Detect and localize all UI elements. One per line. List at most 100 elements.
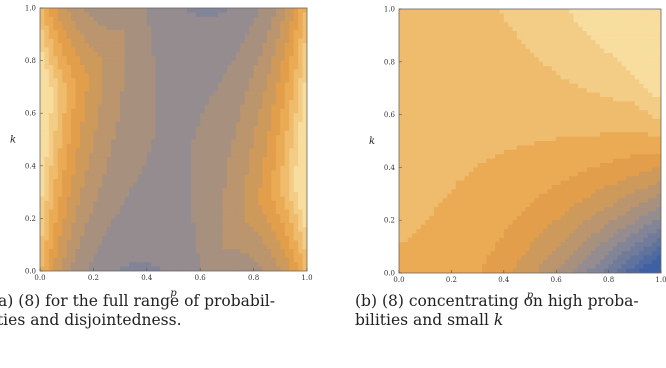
contour-cell	[258, 227, 264, 233]
contour-cell	[473, 264, 479, 270]
contour-cell	[284, 91, 290, 97]
contour-cell	[289, 56, 295, 62]
contour-cell	[200, 100, 206, 106]
contour-cell	[115, 174, 121, 180]
contour-cell	[438, 9, 444, 14]
contour-cell	[142, 214, 148, 219]
contour-cell	[204, 113, 210, 119]
contour-cell	[120, 262, 126, 268]
contour-cell	[235, 214, 241, 219]
contour-cell	[495, 101, 501, 107]
contour-cell	[266, 117, 272, 123]
contour-cell	[468, 35, 474, 41]
contour-cell	[97, 126, 103, 132]
contour-cell	[169, 257, 175, 263]
contour-cell	[169, 231, 175, 237]
contour-cell	[88, 178, 94, 184]
contour-cell	[44, 60, 50, 66]
contour-cell	[120, 126, 126, 132]
contour-cell	[289, 143, 295, 149]
contour-cell	[111, 51, 117, 57]
contour-cell	[266, 21, 272, 27]
contour-cell	[71, 69, 77, 75]
contour-cell	[473, 229, 479, 234]
contour-cell	[48, 157, 54, 163]
contour-cell	[293, 73, 299, 79]
contour-cell	[244, 95, 250, 101]
contour-cell	[164, 21, 170, 27]
contour-cell	[240, 82, 246, 88]
contour-cell	[173, 104, 179, 110]
contour-cell	[48, 21, 54, 27]
contour-cell	[93, 170, 99, 176]
contour-cell	[258, 139, 264, 145]
contour-cell	[477, 242, 483, 248]
contour-cell	[468, 171, 474, 177]
contour-cell	[451, 246, 457, 252]
contour-cell	[298, 174, 304, 180]
contour-cell	[182, 240, 188, 246]
contour-cell	[66, 214, 72, 219]
contour-cell	[106, 12, 112, 18]
contour-cell	[468, 193, 474, 199]
contour-cell	[473, 171, 479, 177]
contour-cell	[460, 198, 466, 204]
contour-cell	[447, 242, 452, 248]
contour-cell	[231, 143, 237, 149]
contour-cell	[57, 209, 63, 215]
contour-cell	[280, 95, 286, 101]
contour-cell	[80, 104, 86, 110]
contour-cell	[142, 43, 148, 49]
contour-cell	[249, 183, 255, 189]
contour-cell	[289, 187, 295, 193]
contour-cell	[209, 78, 215, 84]
contour-cell	[213, 95, 219, 101]
contour-cell	[151, 249, 157, 255]
contour-cell	[416, 127, 422, 133]
contour-cell	[481, 123, 487, 129]
contour-cell	[490, 75, 496, 80]
contour-cell	[447, 61, 452, 67]
contour-cell	[102, 205, 108, 211]
contour-cell	[84, 200, 90, 206]
contour-cell	[302, 222, 307, 228]
contour-cell	[271, 108, 277, 114]
contour-cell	[53, 170, 59, 176]
contour-cell	[75, 16, 81, 22]
contour-cell	[200, 222, 206, 228]
contour-cell	[160, 244, 166, 250]
contour-cell	[146, 143, 152, 149]
contour-cell	[44, 218, 50, 224]
contour-cell	[129, 218, 135, 224]
contour-cell	[191, 43, 197, 49]
contour-cell	[429, 202, 435, 208]
contour-cell	[62, 34, 68, 40]
contour-cell	[293, 257, 299, 263]
contour-cell	[302, 174, 307, 180]
contour-cell	[289, 21, 295, 27]
contour-cell	[209, 183, 215, 189]
contour-cell	[407, 264, 413, 270]
contour-cell	[177, 266, 183, 271]
contour-cell	[266, 113, 272, 119]
contour-cell	[80, 152, 86, 158]
contour-cell	[464, 145, 470, 151]
contour-cell	[137, 73, 143, 79]
contour-cell	[271, 148, 277, 154]
contour-cell	[412, 163, 418, 168]
contour-cell	[160, 91, 166, 97]
contour-cell	[213, 38, 219, 44]
contour-cell	[455, 158, 461, 164]
contour-cell	[53, 12, 59, 18]
contour-cell	[298, 235, 304, 241]
contour-cell	[186, 183, 192, 189]
contour-cell	[442, 48, 448, 54]
contour-cell	[289, 214, 295, 219]
contour-cell	[420, 101, 426, 107]
contour-cell	[106, 200, 112, 206]
contour-cell	[97, 117, 103, 123]
contour-cell	[280, 257, 286, 263]
contour-cell	[403, 26, 409, 32]
contour-cell	[155, 108, 161, 114]
contour-cell	[84, 21, 90, 27]
